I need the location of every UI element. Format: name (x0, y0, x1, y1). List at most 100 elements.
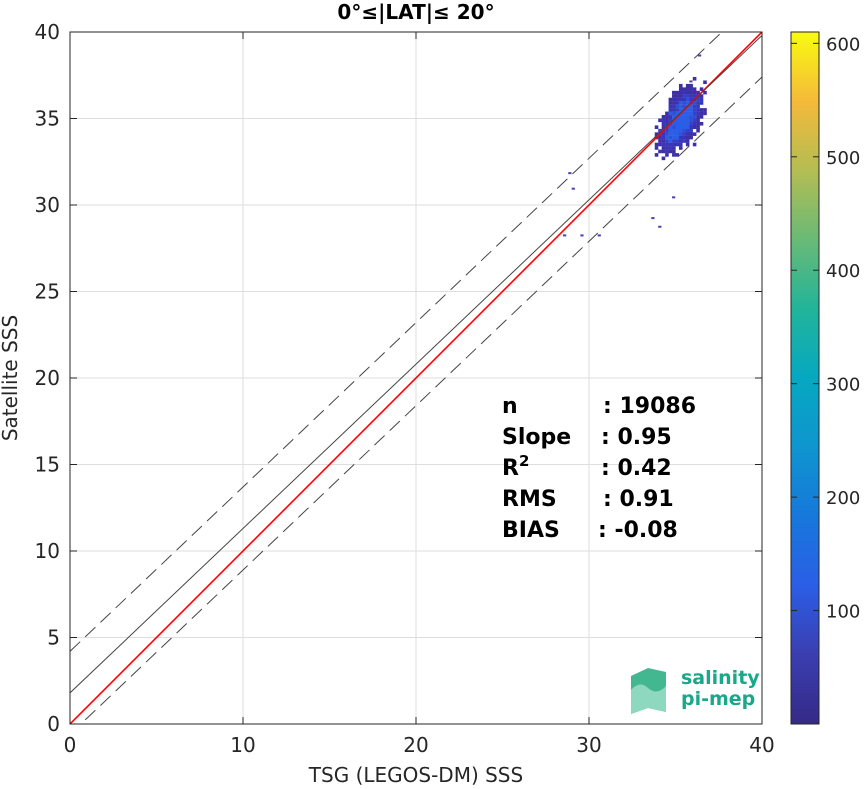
heatmap-cell (654, 125, 659, 130)
heatmap-cell (703, 80, 707, 85)
heatmap-cell (678, 135, 683, 140)
heatmap-cell (682, 125, 687, 130)
heatmap-cell (668, 118, 673, 123)
heatmap-cell (696, 97, 700, 102)
y-tick-label: 25 (35, 280, 60, 304)
heatmap-cell (672, 149, 676, 154)
heatmap-cell (661, 115, 666, 119)
heatmap-outlier (568, 172, 572, 175)
heatmap-cell (685, 132, 690, 136)
heatmap-cell (689, 111, 693, 116)
heatmap-cell (668, 108, 673, 112)
heatmap-cell (682, 139, 687, 143)
colorbar-tick-label: 200 (826, 488, 860, 509)
heatmap-cell (692, 132, 697, 136)
salinity-pi-mep-logo: salinity pi-mep (631, 667, 760, 714)
heatmap-cell (678, 97, 683, 102)
heatmap-cell (661, 118, 666, 123)
heatmap-cell (675, 118, 680, 123)
heatmap-cell (675, 111, 680, 116)
colorbar-tick-label: 100 (826, 602, 860, 623)
lower-bound-line (80, 76, 762, 724)
heatmap-cell (685, 139, 690, 143)
heatmap-cell (692, 76, 697, 81)
heatmap-cell (699, 101, 704, 105)
stat-value: : -0.08 (598, 518, 678, 543)
heatmap-cell (668, 115, 673, 119)
heatmap-cell (692, 115, 697, 119)
heatmap-cell (654, 146, 659, 150)
heatmap-cell (668, 128, 673, 133)
heatmap-outlier (658, 225, 662, 228)
heatmap-cell (692, 101, 697, 105)
heatmap-cell (703, 111, 707, 116)
heatmap-cell (678, 115, 683, 119)
heatmap-cell (665, 139, 669, 143)
heatmap-cell (654, 132, 659, 136)
heatmap-cell (689, 90, 693, 95)
heatmap-cell (696, 90, 700, 95)
y-axis-title: Satellite SSS (0, 315, 22, 441)
heatmap-cell (665, 128, 669, 133)
y-tick-label: 20 (35, 366, 60, 390)
heatmap-cell (678, 83, 683, 88)
heatmap-cell (699, 94, 704, 98)
heatmap-cell (692, 142, 697, 147)
heatmap-outlier (571, 187, 575, 190)
heatmap-cell (692, 104, 697, 109)
heatmap-outlier (563, 234, 567, 237)
heatmap-cell (696, 111, 700, 116)
colorbar-tick-label: 600 (826, 34, 860, 55)
logo-text-pi-mep: pi-mep (681, 688, 755, 710)
heatmap-cell (678, 87, 683, 91)
x-axis-title: TSG (LEGOS-DM) SSS (308, 763, 523, 787)
heatmap-cell (672, 108, 676, 112)
heatmap-cell (689, 121, 693, 126)
heatmap-cell (675, 101, 680, 105)
chart-title: 0°≤|LAT|≤ 20° (337, 0, 494, 24)
heatmap-cell (668, 104, 673, 109)
heatmap-cell (672, 132, 676, 136)
heatmap-cell (696, 108, 700, 112)
heatmap-cell (668, 139, 673, 143)
heatmap-cell (689, 132, 693, 136)
heatmap-outlier (697, 54, 702, 57)
heatmap-cell (654, 153, 659, 157)
heatmap-cell (672, 97, 676, 102)
heatmap-cell (682, 111, 687, 116)
heatmap-cell (672, 104, 676, 109)
heatmap-cell (685, 108, 690, 112)
heatmap-cell (678, 132, 683, 136)
logo-mark-wave (631, 684, 666, 714)
heatmap-cell (675, 135, 680, 140)
heatmap-cell (685, 115, 690, 119)
heatmap-cell (682, 132, 687, 136)
heatmap-cell (682, 135, 687, 140)
stat-label-superscript: 2 (519, 452, 529, 470)
stat-value: : 0.91 (603, 487, 674, 512)
heatmap-cell (678, 90, 683, 95)
stat-value: : 19086 (603, 394, 696, 419)
heatmap-cell (672, 121, 676, 126)
heatmap-cell (685, 94, 690, 98)
colorbar-tick-label: 300 (826, 375, 860, 396)
regression-line (70, 35, 762, 694)
y-tick-label: 30 (35, 193, 60, 217)
heatmap-cell (672, 115, 676, 119)
heatmap-cell (699, 111, 704, 116)
heatmap-cell (668, 142, 673, 147)
heatmap-cell (661, 125, 666, 130)
heatmap-cell (661, 146, 666, 150)
heatmap-cell (689, 97, 693, 102)
heatmap-cell (685, 97, 690, 102)
heatmap-cell (682, 118, 687, 123)
heatmap-cell (678, 121, 683, 126)
heatmap-cell (675, 139, 680, 143)
heatmap-cell (675, 128, 680, 133)
stat-label: BIAS (502, 518, 560, 543)
heatmap-cell (703, 90, 707, 95)
heatmap-cell (696, 104, 700, 109)
colorbar (790, 31, 820, 725)
heatmap-cell (675, 104, 680, 109)
